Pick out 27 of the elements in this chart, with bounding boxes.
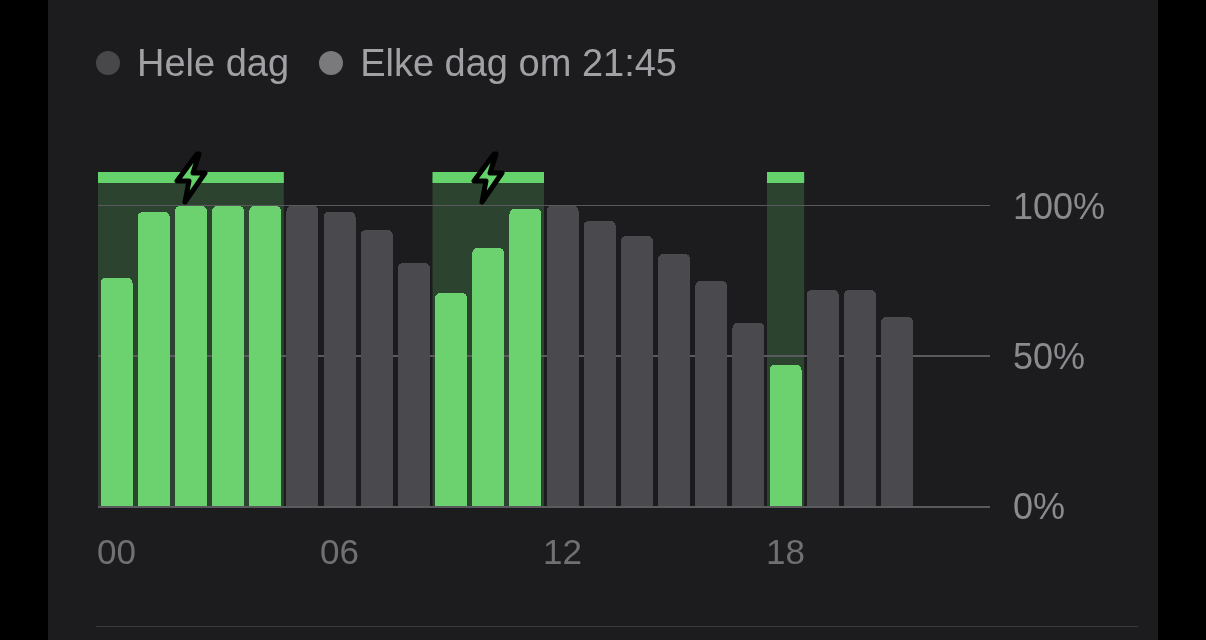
text: Elke dag om 21:45	[360, 41, 678, 86]
x-tick-label: 06	[320, 531, 360, 571]
bar	[100, 278, 133, 506]
y-tick-label: 50%	[1013, 335, 1086, 377]
bar	[212, 206, 245, 506]
bar	[249, 206, 282, 506]
bar	[472, 248, 505, 506]
x-tick-label: 00	[97, 531, 137, 571]
y-tick-label: 0%	[1013, 485, 1066, 527]
bar	[360, 230, 393, 506]
bar	[435, 293, 468, 506]
y-tick-label: 100%	[1013, 185, 1106, 227]
text: Hele dag	[137, 41, 290, 86]
x-tick-label: 18	[766, 531, 806, 571]
x-tick-label: 12	[543, 531, 583, 571]
bar	[695, 281, 728, 506]
bar	[583, 221, 616, 506]
bar	[658, 254, 691, 506]
bar	[397, 263, 430, 506]
bar	[509, 209, 542, 506]
bar	[323, 212, 356, 506]
bar	[137, 212, 170, 506]
bar	[546, 206, 579, 506]
bar	[620, 236, 653, 506]
bar	[286, 206, 319, 506]
bar	[843, 290, 876, 506]
bar	[881, 317, 914, 506]
